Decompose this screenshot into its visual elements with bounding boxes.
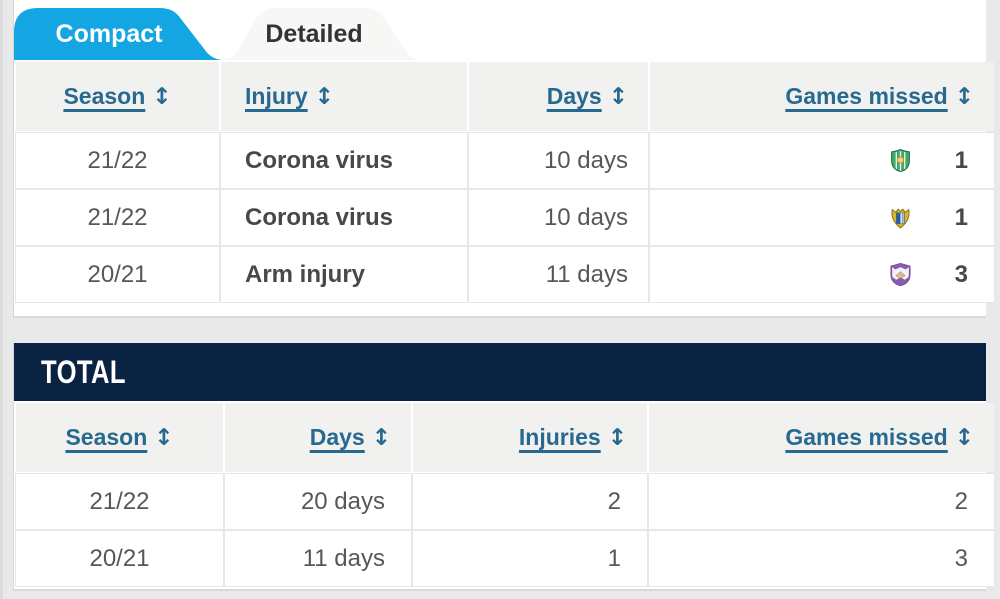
- sort-icon[interactable]: ↕: [314, 84, 334, 110]
- page-left-edge: [0, 0, 3, 599]
- injury-table: Season ↕ Injury ↕ Days ↕ Games missed ↕ 21/2…: [14, 60, 996, 304]
- sort-icon[interactable]: ↕: [154, 425, 174, 451]
- games-missed-value: 1: [954, 146, 968, 174]
- games-missed-cell: 3: [649, 531, 994, 586]
- sort-injuries-link[interactable]: Injuries: [518, 424, 601, 450]
- days-cell: 11 days: [469, 247, 648, 302]
- gold-club-crest-icon[interactable]: [890, 206, 911, 229]
- days-cell: 11 days: [225, 531, 411, 586]
- days-cell: 10 days: [469, 133, 648, 188]
- column-header-days: Days ↕: [225, 403, 411, 472]
- tab-compact[interactable]: Compact: [14, 8, 230, 60]
- table-row: 21/22 Corona virus 10 days 1: [16, 190, 994, 245]
- total-banner: TOTAL: [14, 343, 986, 401]
- season-cell: 21/22: [16, 190, 219, 245]
- season-cell: 21/22: [16, 474, 223, 529]
- sort-season-link[interactable]: Season: [63, 83, 146, 109]
- days-cell: 20 days: [225, 474, 411, 529]
- total-card: TOTAL Season ↕ Days ↕ Injuries ↕ Games miss…: [14, 343, 994, 591]
- injuries-cell: 1: [413, 531, 647, 586]
- column-header-injuries: Injuries ↕: [413, 403, 647, 472]
- injury-cell: Corona virus: [221, 190, 467, 245]
- column-header-season: Season ↕: [16, 62, 219, 131]
- sort-icon[interactable]: ↕: [954, 84, 974, 110]
- tab-detailed[interactable]: Detailed: [220, 8, 422, 60]
- sort-injury-link[interactable]: Injury: [245, 83, 308, 109]
- season-cell: 20/21: [16, 247, 219, 302]
- sort-season-link[interactable]: Season: [65, 424, 148, 450]
- games-missed-cell: 3: [650, 247, 994, 302]
- season-cell: 20/21: [16, 531, 223, 586]
- total-title: TOTAL: [41, 353, 126, 390]
- sort-games-missed-link[interactable]: Games missed: [785, 83, 948, 109]
- sort-icon[interactable]: ↕: [152, 84, 172, 110]
- games-missed-cell: 1: [650, 133, 994, 188]
- injury-cell: Arm injury: [221, 247, 467, 302]
- sort-games-missed-link[interactable]: Games missed: [785, 424, 948, 450]
- sort-icon[interactable]: ↕: [954, 425, 974, 451]
- games-missed-value: 3: [954, 260, 968, 288]
- column-header-season: Season ↕: [16, 403, 223, 472]
- total-table: Season ↕ Days ↕ Injuries ↕ Games missed ↕ 21…: [14, 401, 996, 588]
- injury-table-header-row: Season ↕ Injury ↕ Days ↕ Games missed ↕: [16, 62, 994, 131]
- sort-icon[interactable]: ↕: [607, 425, 627, 451]
- total-table-header-row: Season ↕ Days ↕ Injuries ↕ Games missed ↕: [16, 403, 994, 472]
- table-row: 20/21 11 days 1 3: [16, 531, 994, 586]
- games-missed-value: 1: [954, 203, 968, 231]
- column-header-injury: Injury ↕: [221, 62, 467, 131]
- tab-detailed-label: Detailed: [265, 19, 363, 48]
- column-header-games-missed: Games missed ↕: [649, 403, 994, 472]
- days-cell: 10 days: [469, 190, 648, 245]
- sort-days-link[interactable]: Days: [309, 424, 365, 450]
- games-missed-cell: 1: [650, 190, 994, 245]
- injury-cell: Corona virus: [221, 133, 467, 188]
- table-row: 21/22 Corona virus 10 days 1: [16, 133, 994, 188]
- injuries-cell: 2: [413, 474, 647, 529]
- games-missed-cell: 2: [649, 474, 994, 529]
- tab-compact-label: Compact: [55, 19, 163, 48]
- green-club-crest-icon[interactable]: [890, 149, 911, 172]
- purple-club-crest-icon[interactable]: [890, 263, 911, 286]
- table-row: 20/21 Arm injury 11 days 3: [16, 247, 994, 302]
- sort-icon[interactable]: ↕: [608, 84, 628, 110]
- table-row: 21/22 20 days 2 2: [16, 474, 994, 529]
- sort-icon[interactable]: ↕: [371, 425, 391, 451]
- column-header-games-missed: Games missed ↕: [650, 62, 994, 131]
- injury-history-card: Compact Detailed Season ↕ Injury ↕ Days ↕ G: [14, 0, 994, 318]
- sort-days-link[interactable]: Days: [546, 83, 602, 109]
- column-header-days: Days ↕: [469, 62, 648, 131]
- season-cell: 21/22: [16, 133, 219, 188]
- view-tabs: Compact Detailed: [14, 0, 986, 60]
